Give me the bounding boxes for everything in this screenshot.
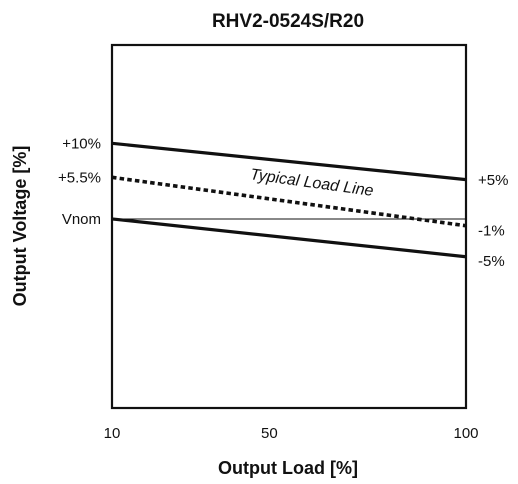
- left-labels: +10% +5.5% Vnom: [58, 135, 101, 228]
- x-tick-label: 50: [261, 425, 278, 442]
- y-axis-title: Output Voltage [%]: [10, 146, 30, 307]
- y-label-plus-5: +5%: [478, 172, 508, 189]
- chart-title: RHV2-0524S/R20: [212, 11, 364, 32]
- lower-limit-line: [111, 217, 467, 259]
- x-axis-title: Output Load [%]: [218, 458, 358, 478]
- x-tick-label: 10: [104, 425, 121, 442]
- typical-load-line: [111, 175, 467, 228]
- x-tick-label: 100: [453, 425, 478, 442]
- series-layer: [111, 141, 467, 259]
- right-labels: +5% -1% -5%: [478, 172, 508, 270]
- y-label-plus-5-5: +5.5%: [58, 169, 101, 186]
- upper-limit-line: [111, 141, 467, 182]
- plot-frame: [110, 43, 468, 410]
- x-axis-ticks: 10 50 100: [104, 425, 479, 442]
- y-label-minus-5: -5%: [478, 253, 505, 270]
- annotation-typical-load-line: Typical Load Line: [249, 166, 374, 200]
- y-label-vnom: Vnom: [62, 211, 101, 228]
- y-label-minus-1: -1%: [478, 223, 505, 240]
- y-label-plus-10: +10%: [62, 135, 101, 152]
